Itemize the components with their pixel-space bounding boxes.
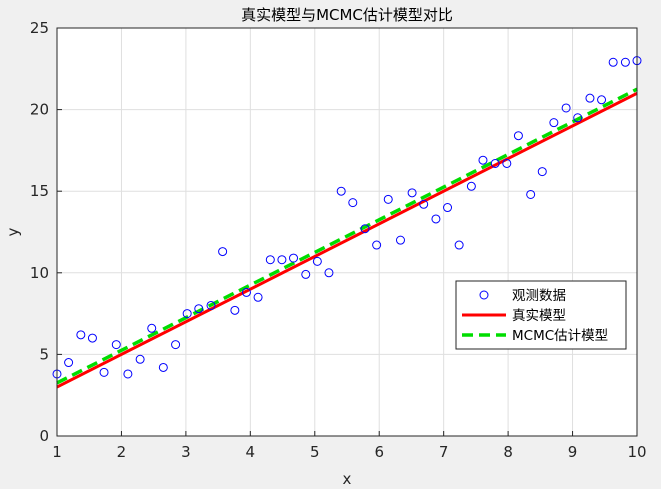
axes-box: [56, 27, 638, 437]
x-tick-label: 6: [374, 443, 384, 461]
data-point: [419, 199, 429, 209]
data-point: [383, 194, 393, 204]
data-point: [372, 240, 382, 250]
data-point: [466, 181, 476, 191]
data-point: [241, 287, 251, 297]
data-point: [253, 292, 263, 302]
data-point: [443, 203, 453, 213]
legend-marker-observed: [479, 290, 489, 300]
legend-label: 真实模型: [512, 308, 566, 324]
x-tick-label: 10: [627, 443, 646, 461]
y-tick-label: 10: [30, 264, 49, 282]
x-tick-label: 7: [439, 443, 449, 461]
data-point: [230, 305, 240, 315]
y-axis-label: y: [4, 227, 22, 236]
data-point: [513, 131, 523, 141]
data-point: [561, 103, 571, 113]
data-point: [324, 268, 334, 278]
data-point: [301, 269, 311, 279]
x-tick-label: 9: [568, 443, 578, 461]
true-model-segment: [56, 91, 638, 389]
data-point: [99, 367, 109, 377]
data-point: [431, 214, 441, 224]
data-point: [182, 309, 192, 319]
mcmc-model-line: [56, 87, 638, 385]
data-points: [52, 56, 642, 379]
data-point: [289, 253, 299, 263]
data-point: [111, 340, 121, 350]
x-tick-label: 1: [52, 443, 62, 461]
y-ticks: 0 5 10 15 20 25: [30, 19, 62, 445]
data-point: [348, 198, 358, 208]
y-tick-label: 5: [39, 345, 49, 363]
data-point: [407, 188, 417, 198]
data-point: [454, 240, 464, 250]
data-point: [87, 333, 97, 343]
plot-area: [57, 28, 637, 436]
data-point: [123, 369, 133, 379]
data-point: [147, 323, 157, 333]
x-axis-label: x: [343, 470, 352, 488]
data-point: [171, 340, 181, 350]
data-point: [76, 330, 86, 340]
y-tick-label: 20: [30, 101, 49, 119]
x-tick-label: 2: [117, 443, 127, 461]
data-point: [395, 235, 405, 245]
data-point: [585, 93, 595, 103]
data-point: [360, 224, 370, 234]
data-point: [64, 358, 74, 368]
data-point: [158, 362, 168, 372]
data-point: [620, 57, 630, 67]
data-point: [537, 167, 547, 177]
y-tick-label: 15: [30, 182, 49, 200]
data-point: [502, 158, 512, 168]
data-point: [312, 256, 322, 266]
x-tick-label: 4: [246, 443, 256, 461]
data-point: [597, 95, 607, 105]
data-point: [336, 186, 346, 196]
data-point: [265, 255, 275, 265]
x-ticks: 1 2 3 4 5 6 7 8 9 10: [52, 431, 647, 461]
data-point: [573, 113, 583, 123]
x-tick-label: 5: [310, 443, 320, 461]
data-point: [218, 247, 228, 257]
data-point: [608, 57, 618, 67]
x-tick-label: 8: [503, 443, 513, 461]
data-point: [135, 354, 145, 364]
true-model-line: [56, 91, 638, 389]
legend-label: 观测数据: [512, 288, 566, 304]
y-tick-label: 25: [30, 19, 49, 37]
y-tick-label: 0: [39, 427, 49, 445]
legend-label: MCMC估计模型: [512, 328, 608, 344]
data-point: [549, 118, 559, 128]
chart-title: 真实模型与MCMC估计模型对比: [241, 6, 453, 24]
x-tick-label: 3: [181, 443, 191, 461]
data-point: [277, 255, 287, 265]
mcmc-model-segment: [56, 87, 638, 385]
data-point: [526, 189, 536, 199]
data-point: [490, 158, 500, 168]
data-point: [206, 300, 216, 310]
data-point: [478, 155, 488, 165]
data-point: [194, 304, 204, 314]
